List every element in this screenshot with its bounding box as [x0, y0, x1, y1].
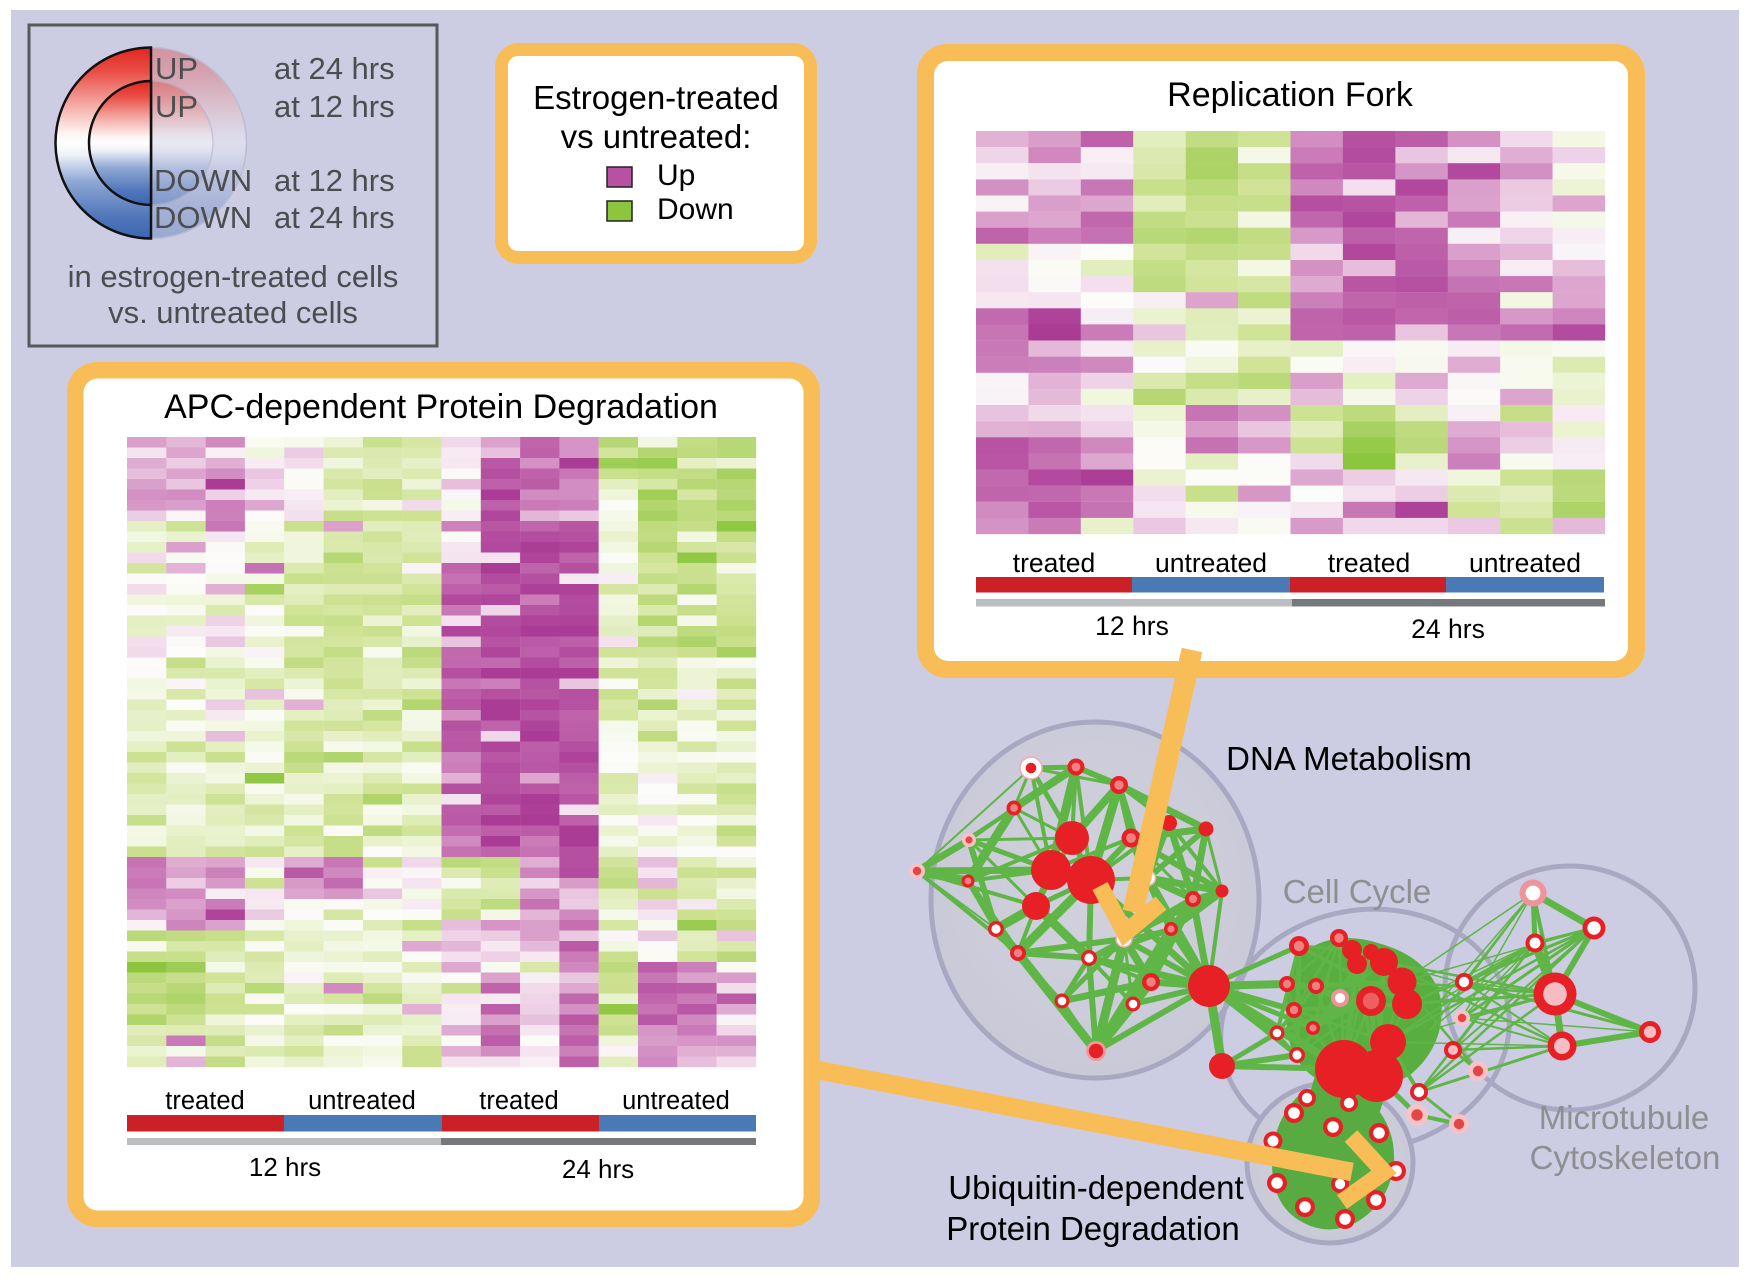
svg-text:24 hrs: 24 hrs: [562, 1154, 634, 1184]
svg-text:treated: treated: [165, 1087, 244, 1115]
svg-text:treated: treated: [1013, 548, 1096, 578]
svg-text:DNA Metabolism: DNA Metabolism: [1226, 740, 1472, 777]
svg-text:at 12 hrs: at 12 hrs: [274, 89, 395, 124]
svg-text:Ubiquitin-dependent: Ubiquitin-dependent: [948, 1169, 1243, 1206]
svg-text:at 24 hrs: at 24 hrs: [274, 51, 395, 86]
svg-text:Microtubule: Microtubule: [1539, 1099, 1710, 1136]
svg-text:untreated: untreated: [622, 1087, 730, 1115]
svg-text:treated: treated: [479, 1087, 558, 1115]
svg-text:untreated: untreated: [308, 1087, 416, 1115]
svg-text:DOWN: DOWN: [154, 163, 252, 198]
svg-text:Estrogen-treated: Estrogen-treated: [533, 79, 779, 116]
svg-text:APC-dependent Protein Degradat: APC-dependent Protein Degradation: [164, 388, 718, 426]
svg-text:vs untreated:: vs untreated:: [561, 118, 752, 155]
svg-text:in estrogen-treated cells: in estrogen-treated cells: [68, 259, 399, 294]
svg-text:12 hrs: 12 hrs: [249, 1152, 321, 1182]
svg-text:UP: UP: [155, 51, 198, 86]
svg-text:untreated: untreated: [1469, 548, 1581, 578]
svg-text:treated: treated: [1328, 548, 1411, 578]
svg-text:Down: Down: [657, 193, 734, 226]
svg-text:12 hrs: 12 hrs: [1095, 611, 1169, 641]
svg-text:DOWN: DOWN: [154, 200, 252, 235]
svg-text:at 24 hrs: at 24 hrs: [274, 200, 395, 235]
svg-text:Protein Degradation: Protein Degradation: [946, 1210, 1240, 1247]
svg-text:vs. untreated cells: vs. untreated cells: [108, 295, 358, 330]
svg-text:Up: Up: [657, 159, 695, 192]
svg-text:Cell Cycle: Cell Cycle: [1283, 873, 1432, 910]
svg-text:UP: UP: [155, 89, 198, 124]
svg-text:untreated: untreated: [1155, 548, 1267, 578]
svg-text:Replication Fork: Replication Fork: [1167, 76, 1414, 114]
svg-text:Cytoskeleton: Cytoskeleton: [1530, 1139, 1721, 1176]
svg-text:at 12 hrs: at 12 hrs: [274, 163, 395, 198]
svg-text:24 hrs: 24 hrs: [1411, 614, 1485, 644]
